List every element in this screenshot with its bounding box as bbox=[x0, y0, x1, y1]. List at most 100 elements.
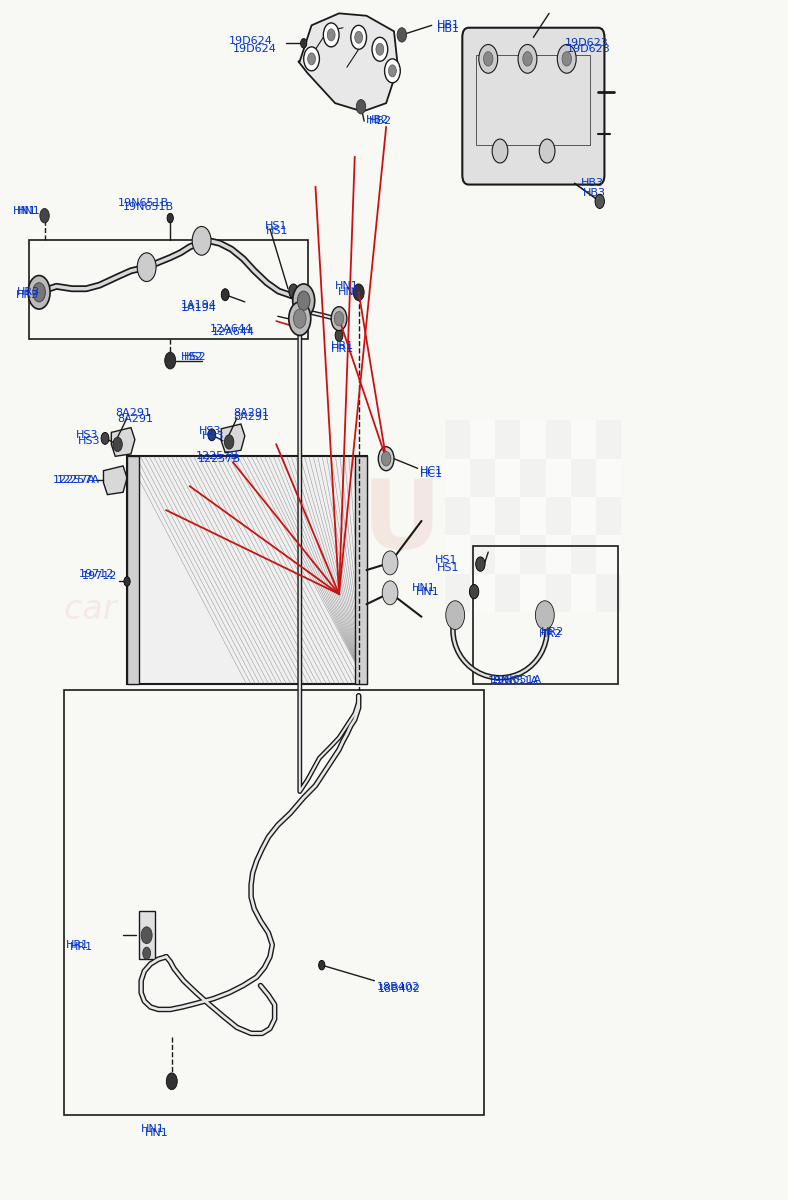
Text: HR1: HR1 bbox=[65, 940, 89, 950]
Bar bbox=[596, 497, 621, 535]
Text: HS1: HS1 bbox=[265, 222, 287, 232]
Text: car  parts: car parts bbox=[64, 593, 224, 626]
Circle shape bbox=[595, 194, 604, 209]
Bar bbox=[355, 456, 366, 684]
Bar bbox=[470, 574, 496, 612]
Text: 8A291: 8A291 bbox=[117, 414, 154, 425]
Bar bbox=[496, 574, 520, 612]
Polygon shape bbox=[298, 13, 398, 112]
Circle shape bbox=[476, 557, 485, 571]
Text: 12257A: 12257A bbox=[57, 475, 99, 485]
Text: HS1: HS1 bbox=[437, 563, 459, 572]
Text: 1A194: 1A194 bbox=[180, 300, 216, 311]
Text: 12257A: 12257A bbox=[53, 475, 95, 485]
Bar bbox=[470, 535, 496, 574]
Circle shape bbox=[492, 139, 507, 163]
Text: HN1: HN1 bbox=[335, 281, 359, 292]
Circle shape bbox=[518, 44, 537, 73]
Circle shape bbox=[557, 44, 576, 73]
Circle shape bbox=[479, 44, 498, 73]
FancyBboxPatch shape bbox=[463, 28, 604, 185]
Bar bbox=[520, 458, 545, 497]
Text: HR1: HR1 bbox=[331, 343, 355, 354]
Text: 19N651A: 19N651A bbox=[489, 677, 539, 686]
Bar bbox=[545, 535, 571, 574]
Text: HS1: HS1 bbox=[266, 227, 288, 236]
Text: 19712: 19712 bbox=[81, 571, 117, 581]
Bar bbox=[520, 420, 545, 458]
Circle shape bbox=[221, 289, 229, 301]
Bar bbox=[29, 240, 307, 340]
Bar bbox=[571, 574, 596, 612]
Text: SCU: SCU bbox=[221, 475, 441, 569]
Circle shape bbox=[208, 428, 216, 440]
Circle shape bbox=[113, 437, 122, 451]
Circle shape bbox=[323, 23, 339, 47]
Circle shape bbox=[353, 284, 364, 301]
Bar bbox=[470, 497, 496, 535]
Bar bbox=[571, 458, 596, 497]
Circle shape bbox=[334, 312, 344, 326]
Bar bbox=[477, 55, 590, 145]
Circle shape bbox=[318, 960, 325, 970]
Circle shape bbox=[124, 577, 130, 587]
Polygon shape bbox=[220, 456, 243, 485]
Circle shape bbox=[137, 253, 156, 282]
Polygon shape bbox=[221, 424, 245, 452]
Circle shape bbox=[376, 43, 384, 55]
Circle shape bbox=[288, 302, 310, 336]
Circle shape bbox=[33, 283, 46, 302]
Circle shape bbox=[388, 65, 396, 77]
Text: HN1: HN1 bbox=[17, 206, 41, 216]
Bar bbox=[470, 458, 496, 497]
Text: HB3: HB3 bbox=[581, 179, 604, 188]
Text: HR2: HR2 bbox=[541, 628, 564, 637]
Text: HS3: HS3 bbox=[78, 436, 101, 445]
Bar bbox=[520, 574, 545, 612]
Circle shape bbox=[331, 307, 347, 331]
Text: HR1: HR1 bbox=[331, 341, 355, 352]
Text: 19D624: 19D624 bbox=[233, 44, 277, 54]
Text: HS2: HS2 bbox=[184, 352, 206, 362]
Circle shape bbox=[470, 584, 479, 599]
Text: HN1: HN1 bbox=[13, 206, 37, 216]
Bar bbox=[127, 456, 366, 684]
Text: HB2: HB2 bbox=[366, 115, 388, 125]
Text: HR3: HR3 bbox=[17, 287, 40, 298]
Bar bbox=[445, 574, 470, 612]
Circle shape bbox=[382, 581, 398, 605]
Circle shape bbox=[356, 100, 366, 114]
Circle shape bbox=[288, 284, 298, 299]
Circle shape bbox=[351, 25, 366, 49]
Text: 1A194: 1A194 bbox=[180, 302, 216, 313]
Text: 12A644: 12A644 bbox=[212, 326, 255, 337]
Polygon shape bbox=[111, 427, 135, 456]
Text: 19N651A: 19N651A bbox=[491, 676, 541, 685]
Text: 12257B: 12257B bbox=[198, 454, 240, 463]
Text: HB3: HB3 bbox=[582, 188, 605, 198]
Bar bbox=[445, 458, 470, 497]
Bar bbox=[571, 420, 596, 458]
Text: HN1: HN1 bbox=[416, 587, 440, 596]
Circle shape bbox=[446, 601, 465, 630]
Circle shape bbox=[335, 330, 343, 341]
Bar bbox=[496, 535, 520, 574]
Bar bbox=[596, 458, 621, 497]
Text: 8A291: 8A291 bbox=[233, 408, 269, 419]
Text: 19712: 19712 bbox=[78, 569, 113, 578]
Bar bbox=[127, 456, 139, 684]
Circle shape bbox=[378, 446, 394, 470]
Circle shape bbox=[293, 310, 306, 329]
Bar bbox=[496, 458, 520, 497]
Bar bbox=[596, 420, 621, 458]
Circle shape bbox=[28, 276, 50, 310]
Circle shape bbox=[300, 38, 307, 48]
Circle shape bbox=[292, 284, 314, 318]
Text: HS1: HS1 bbox=[435, 556, 457, 565]
Bar bbox=[445, 497, 470, 535]
Bar bbox=[520, 497, 545, 535]
Bar bbox=[545, 420, 571, 458]
Text: 12A644: 12A644 bbox=[210, 324, 252, 335]
Circle shape bbox=[167, 214, 173, 223]
Text: HC1: HC1 bbox=[420, 469, 443, 479]
